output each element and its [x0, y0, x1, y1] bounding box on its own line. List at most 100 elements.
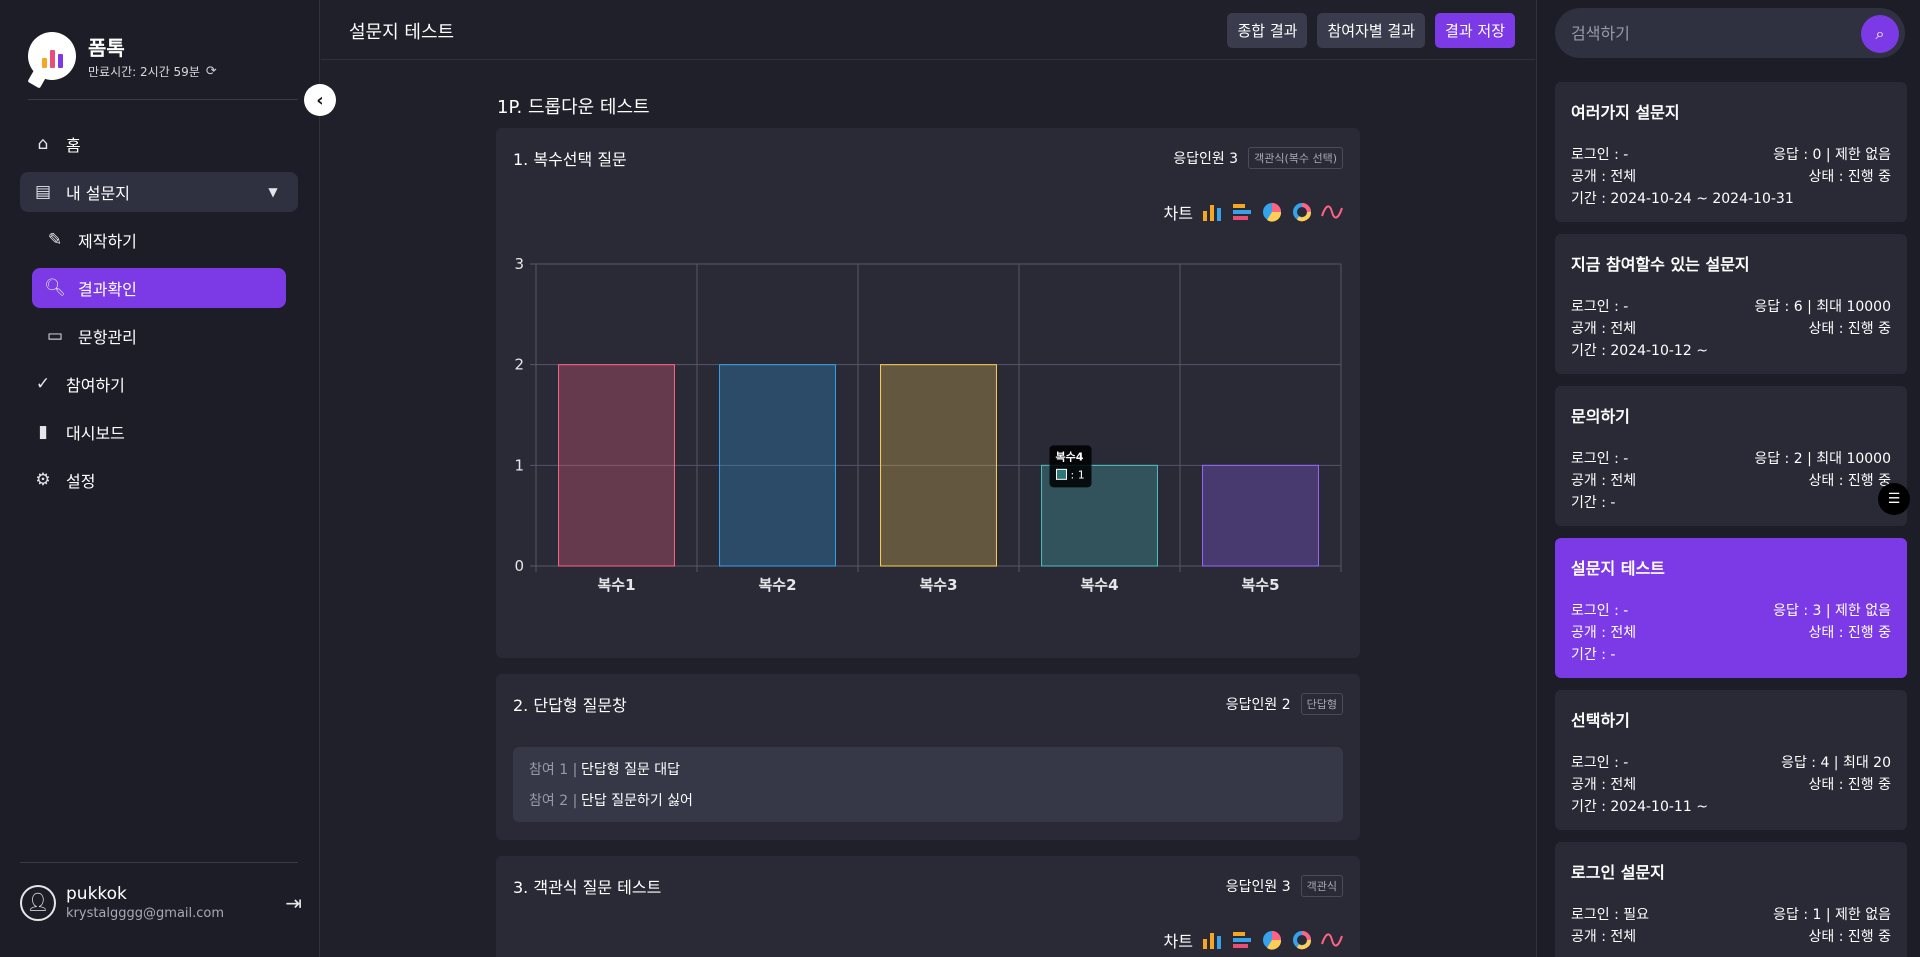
user-email: krystalgggg@gmail.com — [66, 906, 225, 921]
survey-title: 설문지 테스트 — [1571, 559, 1665, 578]
logout-icon[interactable]: ⇥ — [285, 890, 302, 915]
search-input[interactable] — [1571, 23, 1851, 43]
nav-item-results[interactable]: 🔍︎ 결과확인 — [32, 268, 286, 308]
chart-label: 차트 — [1163, 204, 1193, 223]
participant-result-button[interactable]: 참여자별 결과 — [1317, 13, 1426, 48]
survey-period: 기간 : 2024-10-24 ~ 2024-10-31 — [1571, 191, 1794, 207]
survey-card[interactable]: 설문지 테스트 로그인 : - 응답 : 3 | 제한 없음 공개 : 전체 상태 : … — [1555, 538, 1907, 678]
survey-open: 공개 : 전체 — [1571, 777, 1637, 793]
survey-period: 기간 : - — [1571, 647, 1616, 663]
question-title: 1. 복수선택 질문 — [513, 150, 627, 169]
survey-card[interactable]: 선택하기 로그인 : - 응답 : 4 | 최대 20 공개 : 전체 상태 : 진행 … — [1555, 690, 1907, 830]
answer-number: 참여 2 | — [529, 793, 578, 809]
survey-status: 상태 : 진행 중 — [1808, 929, 1891, 945]
bar-chart-icon[interactable] — [1201, 201, 1223, 223]
survey-title: 문의하기 — [1571, 407, 1630, 426]
document-icon: ▤ — [34, 182, 52, 202]
main-nav: ⌂ 홈 ▤ 내 설문지 ▼ ✎ 제작하기 🔍︎ 결과확인 ▭ 문항관리 — [20, 124, 298, 508]
list-item: 참여 2 | 단답 질문하기 싫어 — [529, 790, 1327, 810]
nav-item-label: 설정 — [66, 472, 96, 491]
collapse-sidebar-button[interactable]: ‹ — [304, 84, 336, 116]
chevron-left-icon: ‹ — [316, 89, 324, 111]
doughnut-chart-icon[interactable] — [1291, 201, 1313, 223]
pie-chart-icon[interactable] — [1261, 201, 1283, 223]
gear-icon: ⚙ — [35, 470, 51, 490]
line-chart-icon[interactable] — [1321, 201, 1343, 223]
divider — [20, 862, 298, 863]
search-icon: ⌕ — [1875, 24, 1885, 43]
survey-response: 응답 : 6 | 최대 10000 — [1754, 299, 1891, 315]
doughnut-chart-icon[interactable] — [1291, 929, 1313, 951]
bar-chart-icon[interactable] — [1201, 929, 1223, 951]
survey-open: 공개 : 전체 — [1571, 929, 1637, 945]
survey-card[interactable]: 로그인 설문지 로그인 : 필요 응답 : 1 | 제한 없음 공개 : 전체 상태 :… — [1555, 842, 1907, 957]
survey-period: 기간 : 2024-10-12 ~ — [1571, 343, 1708, 359]
question-type-badge: 단답형 — [1300, 693, 1343, 715]
survey-list: 여러가지 설문지 로그인 : - 응답 : 0 | 제한 없음 공개 : 전체 상태 :… — [1555, 82, 1907, 957]
page-title: 설문지 테스트 — [349, 22, 455, 43]
survey-card[interactable]: 여러가지 설문지 로그인 : - 응답 : 0 | 제한 없음 공개 : 전체 상태 :… — [1555, 82, 1907, 222]
bar-chart[interactable]: 0 1 2 3 복수1 복수2 복수3 복수4 복수5 복수4: 1 — [496, 228, 1360, 648]
y-tick-label: 1 — [514, 456, 524, 474]
question-title: 2. 단답형 질문창 — [513, 696, 627, 715]
response-count: 응답인원 3 — [1225, 879, 1291, 895]
avatar-icon[interactable]: 👤︎ — [20, 884, 56, 921]
survey-response: 응답 : 0 | 제한 없음 — [1773, 147, 1891, 163]
nav-item-create[interactable]: ✎ 제작하기 — [32, 220, 286, 260]
nav-item-label: 참여하기 — [66, 376, 125, 395]
nav-item-label: 제작하기 — [78, 232, 137, 251]
brand-name: 폼톡 — [88, 36, 125, 60]
sidebar: 폼톡 만료시간: 2시간 59분 ⟳ ⌂ 홈 ▤ 내 설문지 ▼ ✎ 제작하기 — [0, 0, 320, 957]
pie-chart-icon[interactable] — [1261, 929, 1283, 951]
search-button[interactable]: ⌕ — [1861, 15, 1899, 53]
y-tick-label: 0 — [514, 557, 524, 575]
answer-text: 단답 질문하기 싫어 — [581, 793, 693, 809]
summary-result-button[interactable]: 종합 결과 — [1227, 13, 1308, 48]
survey-login: 로그인 : - — [1571, 603, 1629, 619]
session-expire-text: 만료시간: 2시간 59분 — [88, 65, 200, 79]
refresh-icon[interactable]: ⟳ — [205, 64, 217, 79]
bar — [719, 364, 836, 567]
clipboard-check-icon: ✓ — [35, 374, 51, 394]
results-main[interactable]: 1P. 드롭다운 테스트 1. 복수선택 질문 응답인원 3 객관식(복수 선택… — [321, 61, 1535, 957]
home-icon: ⌂ — [37, 134, 49, 154]
survey-open: 공개 : 전체 — [1571, 321, 1637, 337]
survey-status: 상태 : 진행 중 — [1808, 169, 1891, 185]
topbar: 설문지 테스트 종합 결과 참여자별 결과 결과 저장 — [321, 0, 1535, 60]
nav-item-my-surveys[interactable]: ▤ 내 설문지 ▼ — [20, 172, 298, 212]
tooltip-swatch — [1056, 468, 1067, 480]
question-title: 3. 객관식 질문 테스트 — [513, 878, 662, 897]
x-tick-label: 복수4 — [1080, 576, 1118, 594]
session-expire: 만료시간: 2시간 59분 ⟳ — [88, 63, 217, 80]
survey-period: 기간 : - — [1571, 495, 1616, 511]
survey-login: 로그인 : - — [1571, 147, 1629, 163]
survey-status: 상태 : 진행 중 — [1808, 777, 1891, 793]
bar — [558, 364, 675, 567]
survey-title: 지금 참여할수 있는 설문지 — [1571, 255, 1750, 274]
edit-icon: ✎ — [47, 230, 63, 250]
filter-button[interactable]: ☰ — [1878, 483, 1910, 515]
nav-item-home[interactable]: ⌂ 홈 — [20, 124, 298, 164]
y-tick-label: 2 — [514, 356, 524, 374]
user-profile: 👤︎ pukkok krystalgggg@gmail.com ⇥ — [20, 884, 302, 921]
brand[interactable]: 폼톡 만료시간: 2시간 59분 ⟳ — [28, 32, 217, 80]
survey-open: 공개 : 전체 — [1571, 625, 1637, 641]
nav-item-dashboard[interactable]: ▮ 대시보드 — [20, 412, 298, 452]
survey-login: 로그인 : - — [1571, 299, 1629, 315]
survey-title: 로그인 설문지 — [1571, 863, 1665, 882]
nav-item-participate[interactable]: ✓ 참여하기 — [20, 364, 298, 404]
horizontal-bar-chart-icon[interactable] — [1231, 929, 1253, 951]
y-tick-label: 3 — [514, 255, 524, 273]
survey-response: 응답 : 1 | 제한 없음 — [1773, 907, 1891, 923]
chevron-down-icon: ▼ — [268, 185, 278, 199]
survey-card[interactable]: 문의하기 로그인 : - 응답 : 2 | 최대 10000 공개 : 전체 상태 : … — [1555, 386, 1907, 526]
survey-title: 여러가지 설문지 — [1571, 103, 1680, 122]
line-chart-icon[interactable] — [1321, 929, 1343, 951]
tooltip-value: : 1 — [1071, 468, 1085, 481]
answer-number: 참여 1 | — [529, 762, 578, 778]
save-result-button[interactable]: 결과 저장 — [1435, 13, 1515, 48]
nav-item-settings[interactable]: ⚙ 설정 — [20, 460, 298, 500]
horizontal-bar-chart-icon[interactable] — [1231, 201, 1253, 223]
nav-item-items[interactable]: ▭ 문항관리 — [32, 316, 286, 356]
